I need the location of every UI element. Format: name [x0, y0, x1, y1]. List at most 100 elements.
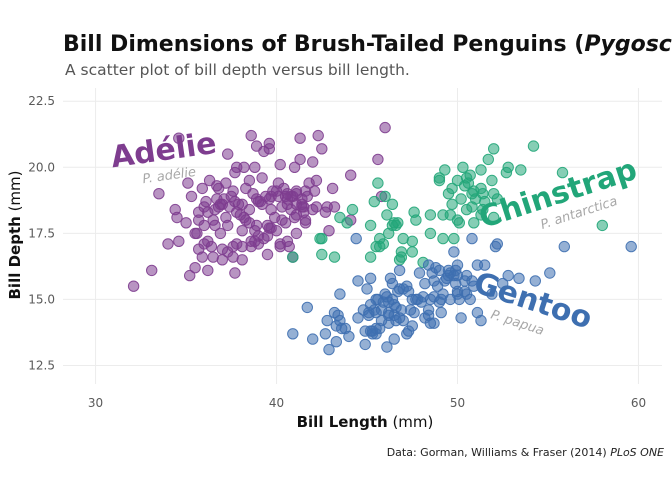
- gentoo-point: [352, 312, 364, 324]
- chinstrap-point: [341, 217, 353, 229]
- gentoo-point: [350, 232, 362, 245]
- y-tick-label: 22.5: [28, 94, 55, 108]
- adelie-point: [209, 219, 221, 232]
- adelie-point: [184, 269, 196, 282]
- gentoo-point: [352, 275, 364, 287]
- gentoo-point: [497, 277, 509, 290]
- chinstrap-point: [457, 161, 469, 174]
- y-tick-label: 17.5: [28, 226, 55, 240]
- adelie-point: [310, 174, 323, 187]
- adelie-point: [191, 227, 203, 240]
- gentoo-point: [334, 288, 346, 300]
- chinstrap-point: [455, 193, 467, 205]
- gentoo-point: [468, 280, 480, 292]
- adelie-point: [345, 169, 357, 181]
- data-points: [127, 121, 637, 356]
- gentoo-point: [475, 314, 487, 327]
- adelie-point: [153, 188, 165, 200]
- gentoo-point: [390, 301, 402, 314]
- chinstrap-point: [475, 164, 487, 176]
- gentoo-point: [357, 304, 370, 316]
- gentoo-point: [428, 317, 440, 329]
- adelie-point: [270, 225, 283, 237]
- adelie-point: [294, 132, 306, 144]
- adelie-point: [263, 137, 275, 150]
- chinstrap-point: [464, 169, 476, 181]
- gentoo-point: [486, 288, 498, 300]
- data-source-caption: Data: Gorman, Williams & Fraser (2014) P…: [387, 446, 664, 459]
- gentoo-point: [319, 328, 332, 340]
- adelie-point: [173, 235, 185, 248]
- chinstrap-point: [515, 164, 527, 176]
- adelie-point: [249, 161, 261, 174]
- adelie-point: [294, 153, 306, 166]
- adelie-point: [288, 161, 301, 174]
- gentoo-point: [466, 232, 478, 245]
- adelie-point: [227, 251, 239, 263]
- chinstrap-point: [368, 195, 380, 208]
- gentoo-point: [464, 293, 476, 306]
- gentoo-point: [431, 280, 444, 292]
- adelie-point: [326, 182, 339, 195]
- chinstrap-point: [502, 161, 514, 174]
- adelie-point: [196, 182, 209, 195]
- chinstrap-point: [491, 193, 503, 205]
- gentoo-point: [323, 343, 335, 356]
- chinstrap-point: [482, 153, 494, 166]
- adelie-point: [243, 203, 256, 216]
- adelie-point: [185, 190, 198, 203]
- gentoo-point: [381, 341, 393, 353]
- adelie-point: [252, 230, 265, 242]
- y-tick-label: 15.0: [28, 292, 55, 306]
- gentoo-point: [502, 269, 514, 282]
- adelie-point: [288, 211, 301, 224]
- adelie-point: [229, 267, 241, 279]
- adelie-point: [290, 227, 303, 240]
- gentoo-point: [397, 283, 409, 295]
- chinstrap-point: [477, 203, 489, 216]
- adelie-point: [312, 129, 324, 142]
- chinstrap-point: [459, 180, 471, 192]
- adelie-point: [301, 190, 313, 203]
- gentoo-point: [513, 272, 525, 284]
- chinstrap-point: [410, 214, 422, 226]
- adelie-point: [316, 143, 328, 155]
- adelie-point: [236, 225, 248, 237]
- adelie-point: [372, 153, 384, 166]
- x-tick-label: 60: [631, 396, 646, 410]
- gentoo-point: [301, 301, 313, 314]
- chinstrap-point: [364, 219, 377, 232]
- gentoo-point: [413, 267, 426, 279]
- chinstrap-point: [406, 235, 418, 248]
- chinstrap-point: [488, 211, 500, 224]
- chart-subtitle: A scatter plot of bill depth versus bill…: [65, 61, 410, 79]
- adelie-point: [200, 195, 212, 208]
- gentoo-point: [406, 320, 418, 332]
- chinstrap-point: [439, 164, 451, 176]
- x-tick-label: 40: [269, 396, 284, 410]
- gentoo-point: [343, 330, 355, 343]
- gentoo-point: [361, 283, 373, 295]
- x-tick-label: 50: [450, 396, 465, 410]
- adelie-point: [260, 190, 272, 203]
- chinstrap-annotation: Chinstrap P. antarctica: [475, 152, 642, 236]
- gentoo-point: [397, 314, 409, 327]
- adelie-point: [182, 177, 194, 189]
- chinstrap-point: [433, 172, 446, 184]
- adelie-point: [227, 185, 239, 197]
- gentoo-point: [529, 275, 541, 287]
- adelie-point: [189, 262, 201, 274]
- chinstrap-point: [395, 246, 408, 258]
- gentoo-point: [491, 238, 503, 250]
- adelie-point: [238, 161, 250, 174]
- gentoo-point: [393, 264, 406, 277]
- adelie-point: [234, 209, 247, 221]
- adelie-point: [279, 217, 292, 229]
- chinstrap-point: [406, 246, 418, 258]
- chinstrap-point: [372, 177, 384, 189]
- chinstrap-point: [527, 140, 540, 152]
- adelie-point: [307, 156, 319, 168]
- adelie-point: [202, 264, 214, 277]
- gentoo-point: [455, 312, 467, 324]
- chinstrap-point: [468, 217, 480, 229]
